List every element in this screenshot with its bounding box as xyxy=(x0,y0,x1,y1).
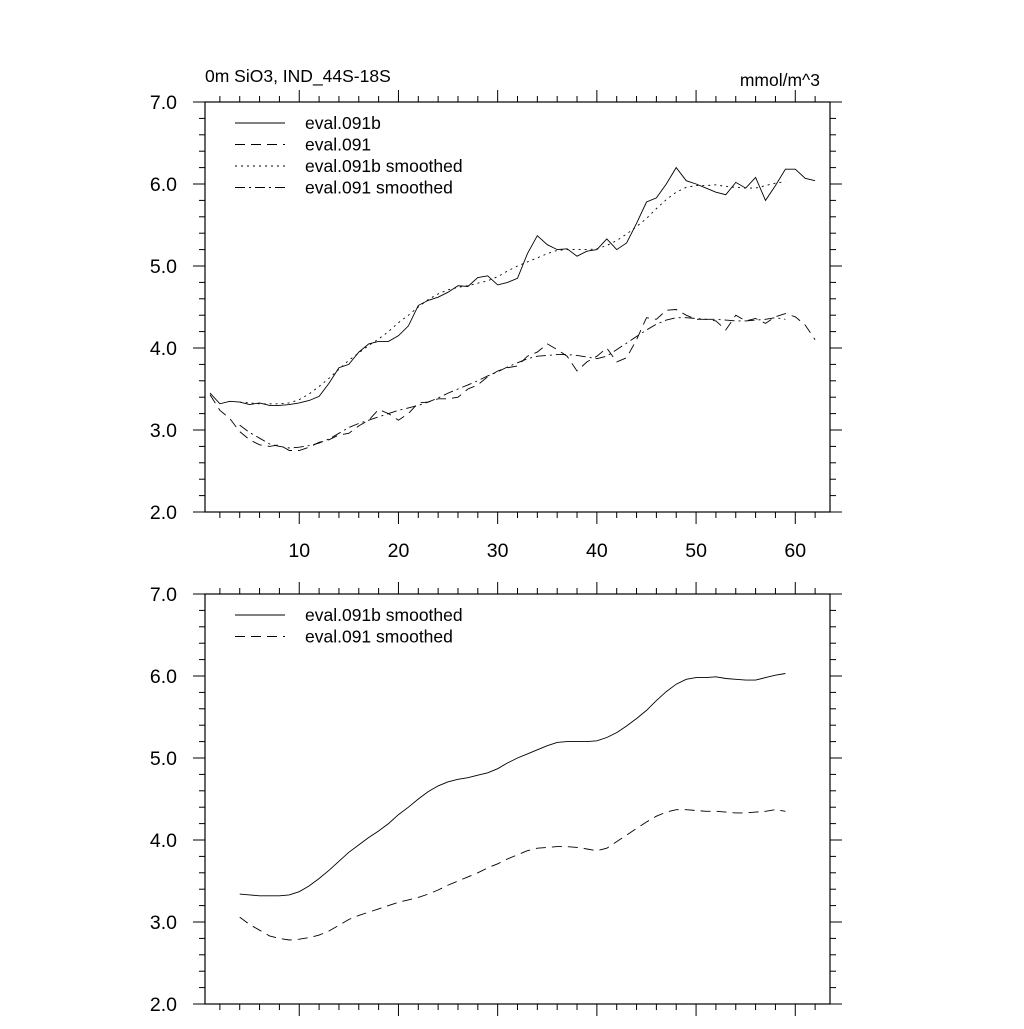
y-tick-label: 7.0 xyxy=(150,584,177,606)
y-tick-label: 2.0 xyxy=(150,502,177,524)
legend-label: eval.091 smoothed xyxy=(305,627,453,647)
series-line-eval-091b-smoothed xyxy=(239,181,786,405)
bottom-panel: 2.0 3.0 4.0 5.0 6.0 7.0 eval.091b smoothedeval… xyxy=(150,582,842,1016)
x-tick-label: 50 xyxy=(685,540,707,562)
x-tick-label: 20 xyxy=(388,540,410,562)
chart-units: mmol/m^3 xyxy=(740,70,820,90)
x-tick-label: 30 xyxy=(487,540,509,562)
y-tick-label: 5.0 xyxy=(150,748,177,770)
y-tick-label: 7.0 xyxy=(150,92,177,114)
y-tick-label: 3.0 xyxy=(150,420,177,442)
y-tick-label: 4.0 xyxy=(150,830,177,852)
y-tick-label: 3.0 xyxy=(150,912,177,934)
series-line-eval-091b-smoothed xyxy=(239,673,786,897)
x-tick-label: 40 xyxy=(586,540,608,562)
y-tick-label: 6.0 xyxy=(150,174,177,196)
series-line-eval-091-smoothed xyxy=(239,809,786,941)
legend-label: eval.091b smoothed xyxy=(305,605,463,625)
y-tick-label: 5.0 xyxy=(150,256,177,278)
series-line-eval-091 xyxy=(209,309,816,451)
x-tick-label: 60 xyxy=(784,540,806,562)
legend-label: eval.091 smoothed xyxy=(305,178,453,198)
legend-label: eval.091b smoothed xyxy=(305,156,463,176)
plot-frame xyxy=(204,593,831,1005)
top-panel: 10 20 30 40 50 602.03.04.05.06.07.0eval.091be… xyxy=(150,90,842,562)
y-tick-label: 6.0 xyxy=(150,666,177,688)
x-tick-label: 10 xyxy=(288,540,310,562)
legend-label: eval.091 xyxy=(305,135,371,155)
series-line-eval-091b xyxy=(209,166,816,406)
series-line-eval-091-smoothed xyxy=(239,317,786,449)
chart-title: 0m SiO3, IND_44S-18S xyxy=(205,66,391,87)
y-tick-label: 4.0 xyxy=(150,338,177,360)
legend-label: eval.091b xyxy=(305,113,381,133)
y-tick-label: 2.0 xyxy=(150,994,177,1016)
